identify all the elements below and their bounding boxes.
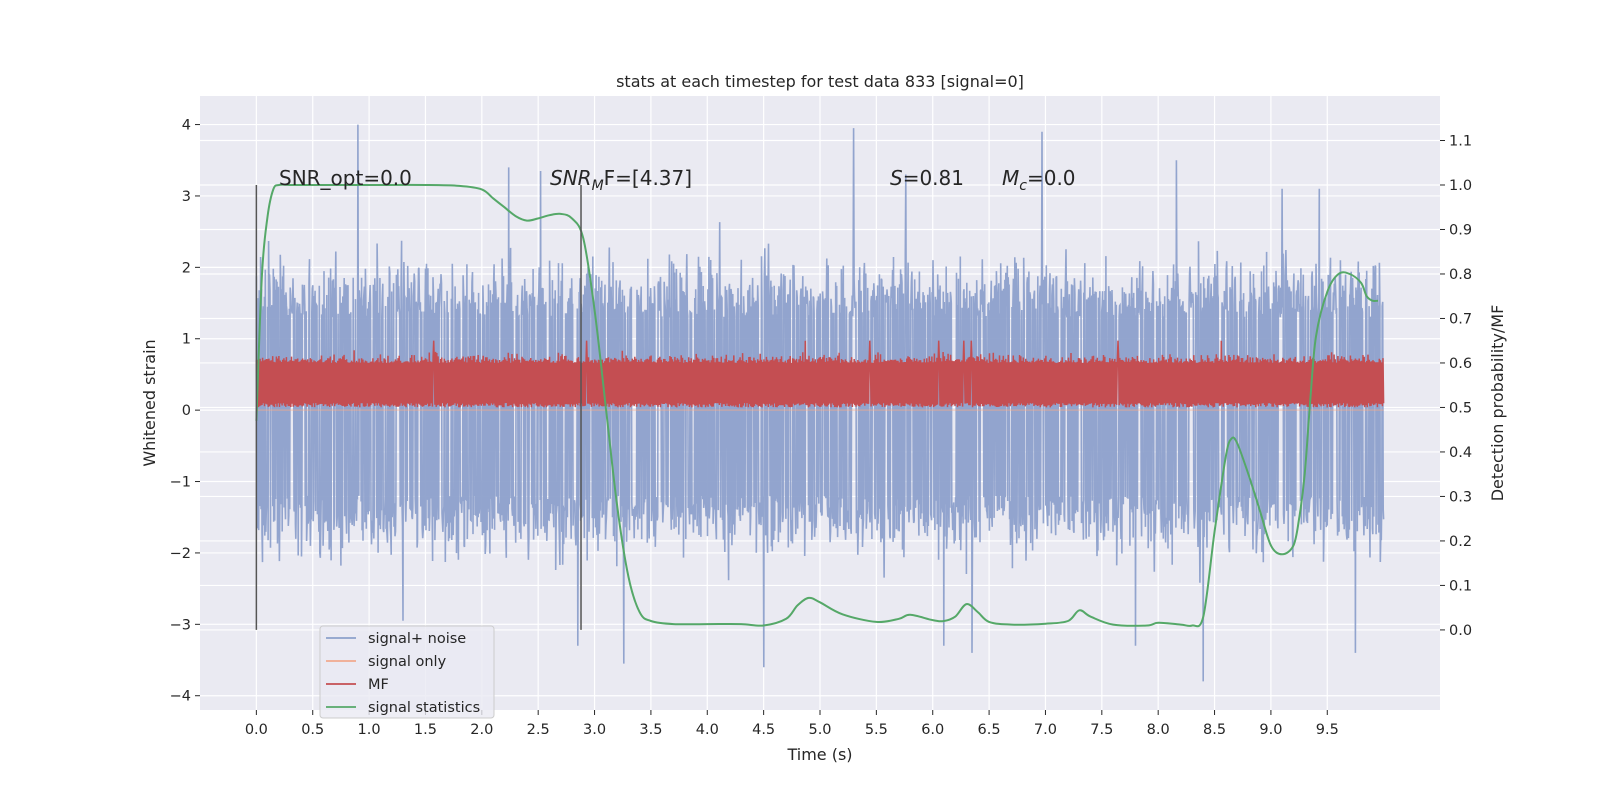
y-tick-label-0: −4 [170,689,191,705]
annotation-s-val: =0.81 [903,166,964,190]
y-tick-label-7: 3 [182,189,191,205]
annotation-snr-opt: SNR_opt=0.0 [279,166,412,190]
y-tick-label-5: 1 [182,332,191,348]
y2-axis-label: Detection probability/MF [1488,305,1507,502]
y2-tick-label-6: 0.6 [1449,356,1472,372]
y2-axis-ticks: 0.0 0.1 0.2 0.3 0.4 0.5 0.6 0.7 0.8 0.9 1.0 1.1 [1440,133,1472,639]
y-tick-label-4: 0 [182,403,191,419]
annotation-mc-val: =0.0 [1027,166,1076,190]
x-tick-label-8: 4.0 [696,722,719,738]
y2-tick-label-3: 0.3 [1449,489,1472,505]
x-tick-label-1: 0.5 [301,722,324,738]
series-mf [255,340,1385,408]
y2-tick-label-1: 0.1 [1449,578,1472,594]
x-tick-label-4: 2.0 [470,722,493,738]
y-axis-ticks: −4 −3 −2 −1 0 1 2 3 4 [170,118,200,705]
y2-tick-label-9: 0.9 [1449,222,1472,238]
legend: signal+ noise signal only MF signal stat… [319,625,495,719]
y2-tick-label-4: 0.4 [1449,445,1472,461]
x-tick-label-9: 4.5 [752,722,775,738]
annotation-mc: Mc=0.0 [1002,166,1076,194]
y-tick-label-6: 2 [182,260,191,276]
traces [255,124,1385,682]
annotation-mc-sub: c [1019,178,1027,194]
x-tick-label-15: 7.5 [1090,722,1113,738]
x-tick-label-6: 3.0 [583,722,606,738]
legend-label-signal-statistics: signal statistics [368,700,480,716]
x-tick-label-10: 5.0 [808,722,831,738]
y2-tick-label-11: 1.1 [1449,133,1472,149]
x-tick-label-2: 1.0 [358,722,381,738]
x-tick-label-18: 9.0 [1259,722,1282,738]
legend-box [319,625,495,719]
annotation-s-var: S [890,166,903,190]
x-tick-label-7: 3.5 [639,722,662,738]
x-axis-label: Time (s) [786,745,852,764]
y-tick-label-8: 4 [182,118,191,134]
legend-label-signal-noise: signal+ noise [368,631,466,647]
annotation-snr-mf: SNRMF=[4.37] [550,166,692,194]
y-tick-label-3: −1 [170,475,191,491]
y2-tick-label-5: 0.5 [1449,400,1472,416]
x-tick-label-13: 6.5 [978,722,1001,738]
annotation-mc-var: M [1002,166,1019,190]
x-tick-label-0: 0.0 [245,722,268,738]
y2-tick-label-8: 0.8 [1449,267,1472,283]
series-signal-statistics [255,183,1379,628]
x-axis-ticks: 0.0 0.5 1.0 1.5 2.0 2.5 3.0 3.5 4.0 4.5 5.0 5.5 6.0 6… [245,710,1339,738]
y-tick-label-2: −2 [170,546,191,562]
annotation-snr-mf-val: F=[4.37] [604,166,692,190]
series-signal-noise [255,124,1385,682]
annotation-snr-mf-var: SNR [550,166,592,190]
chart-title: stats at each timestep for test data 833… [616,72,1024,91]
x-tick-label-14: 7.0 [1034,722,1057,738]
y2-tick-label-7: 0.7 [1449,311,1472,327]
y2-tick-label-2: 0.2 [1449,534,1472,550]
y-axis-label: Whitened strain [140,339,159,466]
y-tick-label-1: −3 [170,617,191,633]
x-tick-label-12: 6.0 [921,722,944,738]
x-tick-label-5: 2.5 [527,722,550,738]
x-tick-label-19: 9.5 [1316,722,1339,738]
legend-label-signal-only: signal only [368,654,447,670]
x-tick-label-17: 8.5 [1203,722,1226,738]
legend-label-mf: MF [368,677,389,693]
vertical-markers [255,184,582,630]
x-tick-label-16: 8.0 [1147,722,1170,738]
x-tick-label-11: 5.5 [865,722,888,738]
annotation-snr-mf-sub: M [592,178,604,194]
y2-tick-label-0: 0.0 [1449,623,1472,639]
y2-tick-label-10: 1.0 [1449,178,1472,194]
annotation-s: S=0.81 [890,166,964,190]
x-tick-label-3: 1.5 [414,722,437,738]
